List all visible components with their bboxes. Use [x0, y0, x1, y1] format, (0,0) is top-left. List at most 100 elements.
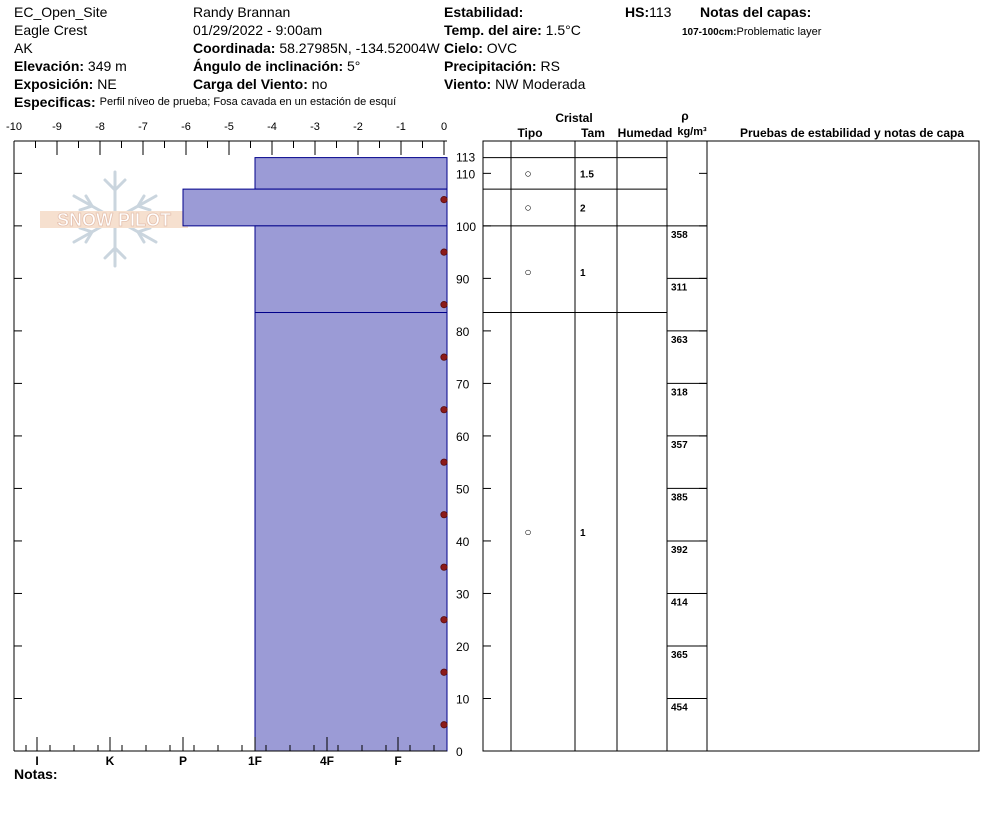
- density-value: 311: [671, 282, 688, 293]
- specifics: Especificas: Perfil níveo de prueba; Fos…: [14, 94, 396, 111]
- site-name: EC_Open_Site: [14, 4, 108, 20]
- snow-height: HS:113: [625, 4, 671, 21]
- notes-label: Notas:: [14, 766, 58, 782]
- temperature-point: [440, 353, 448, 361]
- hs-label: HS:: [625, 4, 650, 20]
- temp-tick-label: -2: [353, 121, 363, 133]
- crystal-size-value: 1.5: [580, 169, 594, 180]
- location-name: Eagle Crest: [14, 22, 88, 38]
- temperature-point: [440, 458, 448, 466]
- coord-value: 58.27985N, -134.52004W: [279, 40, 440, 56]
- temp-tick-label: -6: [181, 121, 191, 133]
- slope-angle: Ángulo de inclinación: 5°: [193, 58, 360, 75]
- snowpilot-logo: SNOW PILOT: [40, 170, 188, 268]
- hardness-tick-label: I: [35, 754, 38, 768]
- profile-plot: -10 -9 -8 -7 -6 -5 -4 -3 -2 -1 0I K P 1F 4F F0102030405…: [6, 121, 476, 768]
- temperature-point: [440, 616, 448, 624]
- density-value: 358: [671, 230, 688, 241]
- wind-label: Viento:: [444, 76, 492, 92]
- size-header: Tam: [581, 126, 605, 140]
- precip-value: RS: [540, 58, 560, 74]
- crystal-type-symbol: ○: [524, 265, 531, 279]
- temperature-point: [440, 301, 448, 309]
- hardness-tick-label: P: [179, 754, 187, 768]
- hs-value: 113: [649, 4, 672, 20]
- density-unit: kg/m³: [677, 126, 707, 138]
- specifics-value: Perfil níveo de prueba; Fosa cavada en u…: [99, 96, 397, 108]
- temperature-point: [440, 511, 448, 519]
- temp-tick-label: -5: [224, 121, 234, 133]
- aspect-label: Exposición:: [14, 76, 94, 92]
- temperature-point: [440, 248, 448, 256]
- temp-tick-label: -4: [267, 121, 277, 133]
- sky: Cielo: OVC: [444, 40, 517, 57]
- temp-tick-label: -10: [6, 121, 22, 133]
- density-value: 318: [671, 387, 688, 398]
- precip-label: Precipitación:: [444, 58, 537, 74]
- elevation-value: 349 m: [87, 58, 127, 74]
- density-value: 392: [671, 545, 688, 556]
- depth-tick-label: 113: [456, 151, 475, 165]
- specifics-label: Especificas:: [14, 94, 96, 110]
- precipitation: Precipitación: RS: [444, 58, 560, 75]
- hardness-bar-3: [254, 312, 448, 752]
- temp-tick-label: -9: [52, 121, 62, 133]
- layer-notes-label: Notas del capas:: [700, 4, 812, 20]
- depth-tick-label: 50: [456, 482, 470, 496]
- crystal-size-value: 1: [580, 268, 586, 279]
- crystal-size-value: 1: [580, 528, 586, 539]
- elevation-label: Elevación:: [14, 58, 85, 74]
- observer-name: Randy Brannan: [193, 4, 291, 20]
- slope-value: 5°: [347, 58, 361, 74]
- depth-tick-label: 10: [456, 692, 470, 706]
- layer-notes-title: Notas del capas:: [700, 4, 811, 21]
- hardness-tick-label: 1F: [248, 754, 262, 768]
- temp-tick-label: 0: [441, 121, 447, 133]
- density-value: 357: [671, 440, 688, 451]
- depth-tick-label: 70: [456, 377, 470, 391]
- density-value: 363: [671, 335, 688, 346]
- wind-value: NW Moderada: [495, 76, 586, 92]
- layer-note: 107-100cm:Problematic layer: [682, 24, 821, 41]
- table-frame: [482, 140, 980, 752]
- temperature-point: [440, 406, 448, 414]
- state-name: AK: [14, 40, 33, 56]
- temperature-point: [440, 721, 448, 729]
- wind: Viento: NW Moderada: [444, 76, 585, 93]
- crystal-header: Cristal: [555, 111, 592, 125]
- density-value: 385: [671, 492, 688, 503]
- logo-text: SNOW PILOT: [57, 210, 171, 230]
- hardness-tick-label: 4F: [320, 754, 334, 768]
- layer-table: Cristal Tipo Tam Humedad ρ kg/m³ Pruebas de es…: [482, 109, 980, 752]
- slope-label: Ángulo de inclinación:: [193, 58, 344, 74]
- sky-value: OVC: [486, 40, 518, 56]
- elevation: Elevación: 349 m: [14, 58, 127, 75]
- air-temp-value: 1.5°C: [545, 22, 581, 38]
- depth-tick-label: 80: [456, 325, 470, 339]
- air-temp-label: Temp. del aire:: [444, 22, 542, 38]
- depth-tick-label: 90: [456, 272, 470, 286]
- density-header: ρ: [681, 109, 688, 123]
- stability-label: Estabilidad:: [444, 4, 524, 20]
- hardness-bar-0: [254, 157, 448, 190]
- coord-label: Coordinada:: [193, 40, 276, 56]
- depth-tick-label: 30: [456, 587, 470, 601]
- stability: Estabilidad:: [444, 4, 523, 21]
- temperature-point: [440, 563, 448, 571]
- temp-tick-label: -1: [396, 121, 406, 133]
- crystal-type-symbol: ○: [524, 166, 531, 180]
- type-header: Tipo: [517, 126, 542, 140]
- depth-tick-label: 60: [456, 430, 470, 444]
- datetime: 01/29/2022 - 9:00am: [193, 22, 323, 38]
- layer-note-range: 107-100cm:: [682, 27, 737, 38]
- temp-tick-label: -8: [95, 121, 105, 133]
- hardness-bar-2: [254, 225, 448, 314]
- depth-tick-label: 100: [456, 220, 476, 234]
- hardness-tick-label: K: [106, 754, 115, 768]
- depth-tick-label: 110: [456, 167, 475, 181]
- crystal-size-value: 2: [580, 203, 586, 214]
- hardness-tick-label: F: [394, 754, 401, 768]
- density-value: 414: [671, 597, 688, 608]
- wind-load-value: no: [311, 76, 328, 92]
